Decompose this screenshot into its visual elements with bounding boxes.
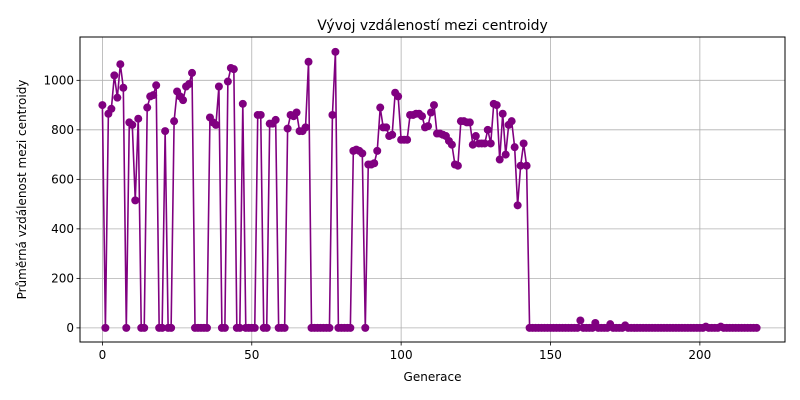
data-point [292, 108, 301, 117]
data-point [498, 109, 507, 118]
y-tick-label: 800 [51, 123, 74, 137]
data-point [280, 323, 289, 332]
data-point [447, 140, 456, 149]
data-point [486, 139, 495, 148]
data-point [167, 323, 176, 332]
data-point [211, 120, 220, 129]
data-point [250, 323, 259, 332]
data-point [394, 92, 403, 101]
x-tick-label: 150 [539, 348, 562, 362]
data-point [158, 323, 167, 332]
data-point [301, 123, 310, 132]
data-point [495, 155, 504, 164]
data-point [161, 127, 170, 136]
data-point [98, 101, 107, 110]
data-point [304, 57, 313, 66]
data-point [223, 77, 232, 86]
x-axis-ticks: 0 50 100 150 200 [99, 342, 711, 362]
data-point [283, 124, 292, 133]
data-point [152, 81, 161, 90]
data-point [576, 316, 585, 325]
data-point [373, 146, 382, 155]
x-tick-label: 0 [99, 348, 107, 362]
data-point [388, 130, 397, 139]
data-point [465, 118, 474, 127]
data-point [429, 101, 438, 110]
data-point [328, 110, 337, 119]
data-point [513, 201, 522, 210]
data-point [573, 323, 582, 332]
x-tick-label: 50 [244, 348, 259, 362]
y-tick-label: 200 [51, 271, 74, 285]
data-point [170, 117, 179, 126]
x-tick-label: 100 [390, 348, 413, 362]
data-point [370, 159, 379, 168]
data-point [361, 323, 370, 332]
y-axis-label: Průměrná vzdálenost mezi centroidy [15, 80, 29, 300]
data-point [116, 60, 125, 69]
data-point [418, 112, 427, 121]
data-point [238, 99, 247, 108]
data-point [522, 161, 531, 170]
data-point [134, 114, 143, 123]
y-tick-label: 400 [51, 222, 74, 236]
y-tick-label: 600 [51, 172, 74, 186]
data-point [179, 96, 188, 105]
series-line [101, 51, 757, 329]
data-point [107, 104, 116, 113]
data-point [519, 139, 528, 148]
x-axis-label: Generace [404, 370, 462, 384]
data-point [229, 65, 238, 74]
chart-title: Vývoj vzdáleností mezi centroidy [317, 18, 548, 34]
data-point [382, 123, 391, 132]
data-point [358, 149, 367, 158]
y-tick-label: 1000 [43, 73, 74, 87]
data-point [480, 139, 489, 148]
data-point [752, 323, 761, 332]
data-point [131, 196, 140, 205]
data-point [507, 117, 516, 126]
data-point [403, 135, 412, 144]
data-point [119, 83, 128, 92]
data-point [185, 80, 194, 89]
data-point [424, 122, 433, 131]
data-point [483, 125, 492, 134]
data-point [235, 323, 244, 332]
data-point [501, 150, 510, 159]
data-point [143, 103, 152, 112]
data-point [101, 323, 110, 332]
data-point [256, 110, 265, 119]
x-tick-label: 200 [688, 348, 711, 362]
data-point [331, 47, 340, 56]
y-axis-ticks: 0 200 400 600 800 1000 [43, 73, 80, 335]
plot-frame [79, 36, 786, 343]
data-point [346, 323, 355, 332]
data-point [471, 132, 480, 141]
data-point [427, 108, 436, 117]
data-point [376, 103, 385, 112]
data-point [128, 120, 137, 129]
data-point [492, 101, 501, 110]
data-point [453, 161, 462, 170]
data-point [214, 82, 223, 91]
data-point [188, 68, 197, 77]
data-point [262, 323, 271, 332]
data-point [325, 323, 334, 332]
data-point [140, 323, 149, 332]
data-point [149, 91, 158, 100]
data-point [516, 161, 525, 170]
data-point [202, 323, 211, 332]
data-point [122, 323, 131, 332]
data-point [110, 71, 119, 80]
y-tick-label: 0 [66, 321, 74, 335]
data-point [468, 140, 477, 149]
data-point [220, 323, 229, 332]
series-group [98, 47, 761, 332]
data-point [113, 93, 122, 102]
data-point [510, 143, 519, 152]
data-point [271, 115, 280, 124]
